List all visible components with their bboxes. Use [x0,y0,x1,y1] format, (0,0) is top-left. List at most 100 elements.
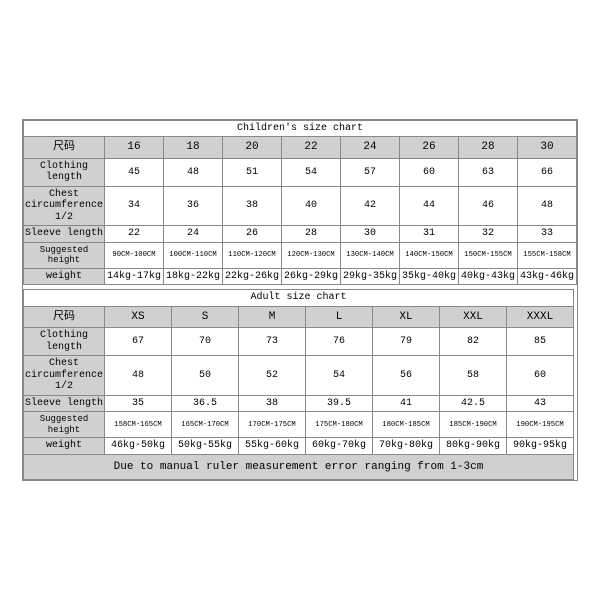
data-cell: 50kg-55kg [172,438,239,455]
data-cell: 80kg-90kg [440,438,507,455]
data-cell: 70 [172,328,239,356]
data-cell: 82 [440,328,507,356]
data-cell: 46kg-50kg [105,438,172,455]
table-row: Suggested height158CM-165CM165CM-170CM17… [23,412,573,438]
data-cell: 79 [373,328,440,356]
data-cell: 38 [223,186,282,226]
children-size-chart: Children's size chart 尺码1618202224262830… [23,120,577,285]
data-cell: 165CM-170CM [172,412,239,438]
data-cell: 58 [440,356,507,396]
measurement-note: Due to manual ruler measurement error ra… [23,454,573,480]
size-header: 24 [341,137,400,159]
data-cell: 90CM-100CM [105,242,164,268]
size-header: L [306,306,373,328]
size-header: XS [105,306,172,328]
data-cell: 50 [172,356,239,396]
data-cell: 180CM-185CM [373,412,440,438]
data-cell: 45 [105,158,164,186]
data-cell: 35kg-40kg [400,268,459,285]
row-label: Chest circumference 1/2 [23,356,104,396]
data-cell: 14kg-17kg [105,268,164,285]
table-row: Clothing length67707376798285 [23,328,573,356]
data-cell: 41 [373,395,440,412]
row-label: Clothing length [23,328,104,356]
row-label: weight [23,438,104,455]
data-cell: 28 [282,226,341,243]
row-label: Sleeve length [23,395,104,412]
adult-header-row: 尺码XSSMLXLXXLXXXL [23,306,573,328]
adult-chart-title: Adult size chart [23,290,573,307]
data-cell: 60 [400,158,459,186]
data-cell: 48 [164,158,223,186]
data-cell: 40 [282,186,341,226]
data-cell: 24 [164,226,223,243]
row-label: weight [23,268,104,285]
data-cell: 36.5 [172,395,239,412]
row-label: Suggested height [23,242,104,268]
data-cell: 54 [306,356,373,396]
data-cell: 100CM-110CM [164,242,223,268]
data-cell: 185CM-190CM [440,412,507,438]
data-cell: 40kg-43kg [459,268,518,285]
data-cell: 60 [507,356,574,396]
data-cell: 35 [105,395,172,412]
data-cell: 56 [373,356,440,396]
data-cell: 85 [507,328,574,356]
children-chart-title: Children's size chart [23,120,576,137]
data-cell: 26 [223,226,282,243]
data-cell: 155CM-158CM [518,242,577,268]
size-header: XXL [440,306,507,328]
size-header: XXXL [507,306,574,328]
table-row: Sleeve length3536.53839.54142.543 [23,395,573,412]
data-cell: 43kg-46kg [518,268,577,285]
data-cell: 110CM-120CM [223,242,282,268]
adult-size-chart: Adult size chart 尺码XSSMLXLXXLXXXL Clothi… [23,289,574,480]
table-row: Chest circumference 1/248505254565860 [23,356,573,396]
data-cell: 55kg-60kg [239,438,306,455]
table-row: Suggested height90CM-100CM100CM-110CM110… [23,242,576,268]
data-cell: 18kg-22kg [164,268,223,285]
table-row: Sleeve length2224262830313233 [23,226,576,243]
table-row: Clothing length4548515457606366 [23,158,576,186]
data-cell: 36 [164,186,223,226]
data-cell: 170CM-175CM [239,412,306,438]
data-cell: 26kg-29kg [282,268,341,285]
data-cell: 60kg-70kg [306,438,373,455]
size-header: 22 [282,137,341,159]
data-cell: 42.5 [440,395,507,412]
data-cell: 73 [239,328,306,356]
data-cell: 140CM-150CM [400,242,459,268]
size-header: 20 [223,137,282,159]
row-label: Chest circumference 1/2 [23,186,104,226]
data-cell: 46 [459,186,518,226]
data-cell: 22kg-26kg [223,268,282,285]
size-header: 30 [518,137,577,159]
size-label-header: 尺码 [23,306,104,328]
table-row: weight46kg-50kg50kg-55kg55kg-60kg60kg-70… [23,438,573,455]
data-cell: 44 [400,186,459,226]
data-cell: 57 [341,158,400,186]
data-cell: 158CM-165CM [105,412,172,438]
table-row: Chest circumference 1/23436384042444648 [23,186,576,226]
children-header-row: 尺码1618202224262830 [23,137,576,159]
data-cell: 30 [341,226,400,243]
size-header: M [239,306,306,328]
data-cell: 130CM-140CM [341,242,400,268]
data-cell: 190CM-195CM [507,412,574,438]
data-cell: 175CM-180CM [306,412,373,438]
table-row: weight14kg-17kg18kg-22kg22kg-26kg26kg-29… [23,268,576,285]
data-cell: 54 [282,158,341,186]
data-cell: 29kg-35kg [341,268,400,285]
size-header: 16 [105,137,164,159]
data-cell: 90kg-95kg [507,438,574,455]
size-header: 28 [459,137,518,159]
row-label: Suggested height [23,412,104,438]
data-cell: 33 [518,226,577,243]
data-cell: 52 [239,356,306,396]
size-charts-container: Children's size chart 尺码1618202224262830… [22,119,578,481]
data-cell: 67 [105,328,172,356]
row-label: Clothing length [23,158,104,186]
data-cell: 76 [306,328,373,356]
data-cell: 42 [341,186,400,226]
data-cell: 32 [459,226,518,243]
